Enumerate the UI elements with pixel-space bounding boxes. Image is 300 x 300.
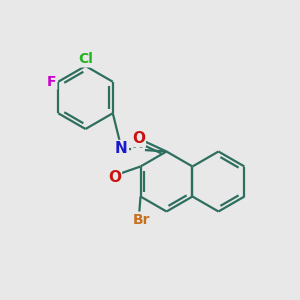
Text: F: F: [47, 75, 56, 89]
Text: H: H: [132, 137, 144, 151]
Text: Cl: Cl: [78, 52, 93, 66]
Text: Br: Br: [133, 213, 150, 226]
Text: O: O: [108, 169, 121, 184]
Text: O: O: [132, 131, 145, 146]
Text: N: N: [115, 141, 128, 156]
